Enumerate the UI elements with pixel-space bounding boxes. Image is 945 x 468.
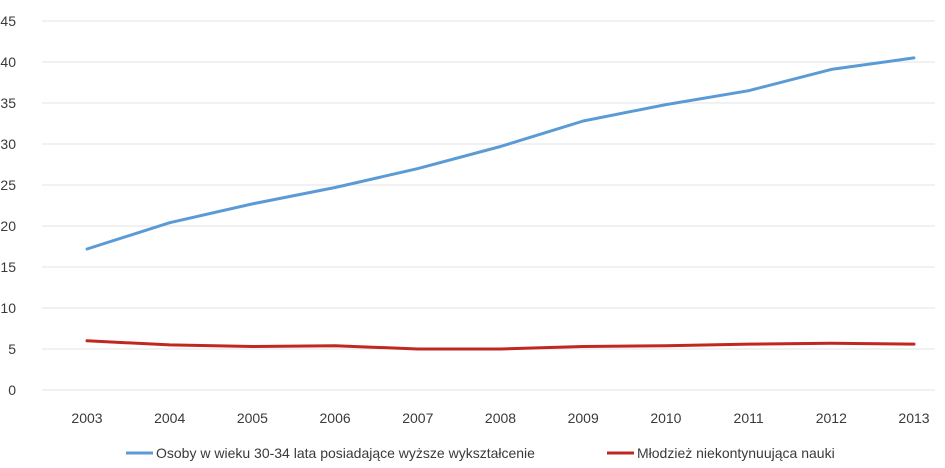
legend-label: Młodzież niekontynuująca nauki (637, 445, 835, 461)
y-tick-label: 5 (8, 341, 16, 357)
gridlines (42, 20, 935, 391)
y-tick-label: 30 (0, 136, 16, 152)
series-line-2 (85, 339, 916, 351)
y-tick-label: 10 (0, 300, 16, 316)
x-tick-label: 2004 (154, 410, 185, 426)
series-line-1 (85, 56, 916, 251)
x-tick-label: 2006 (320, 410, 351, 426)
y-tick-label: 0 (8, 382, 16, 398)
x-tick-label: 2003 (71, 410, 102, 426)
y-tick-label: 40 (0, 54, 16, 70)
y-tick-label: 15 (0, 259, 16, 275)
x-tick-label: 2013 (898, 410, 929, 426)
x-tick-label: 2009 (568, 410, 599, 426)
y-tick-label: 45 (0, 13, 16, 29)
y-tick-label: 20 (0, 218, 16, 234)
x-tick-label: 2007 (402, 410, 433, 426)
legend-label: Osoby w wieku 30-34 lata posiadające wyż… (156, 445, 535, 461)
x-tick-label: 2005 (237, 410, 268, 426)
x-tick-label: 2010 (650, 410, 681, 426)
series-lines (85, 56, 916, 351)
x-tick-label: 2008 (485, 410, 516, 426)
legend: Osoby w wieku 30-34 lata posiadające wyż… (126, 445, 835, 461)
y-tick-label: 35 (0, 95, 16, 111)
x-tick-label: 2011 (734, 410, 764, 426)
x-tick-label: 2012 (816, 410, 847, 426)
y-tick-label: 25 (0, 177, 16, 193)
x-axis-tick-labels: 2003 2004 2005 2006 2007 2008 2009 2010 2011 2012… (71, 410, 929, 426)
y-axis-tick-labels: 0 5 10 15 20 25 30 35 40 45 (0, 13, 16, 398)
